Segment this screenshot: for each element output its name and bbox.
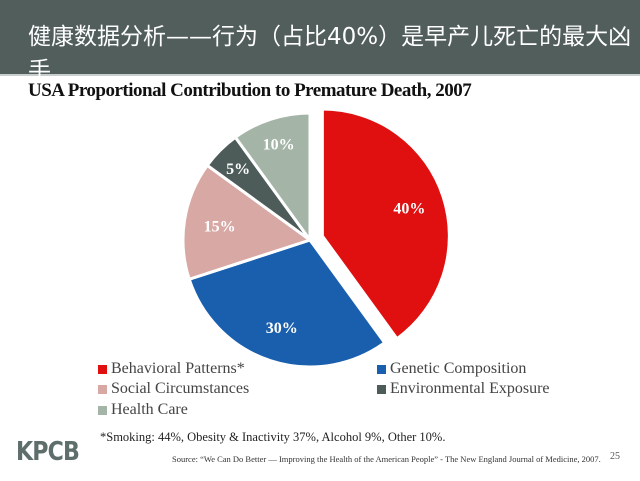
pie-data-label-4: 10% <box>263 136 295 153</box>
pie-data-label-2: 15% <box>204 219 236 236</box>
header-bar: 健康数据分析——行为（占比40%）是早产儿死亡的最大凶手 <box>0 0 640 84</box>
slide-title: 健康数据分析——行为（占比40%）是早产儿死亡的最大凶手 <box>28 24 632 84</box>
pie-slice-4 <box>233 111 312 245</box>
legend-swatch <box>377 384 386 394</box>
chart-title: USA Proportional Contribution to Prematu… <box>28 80 472 101</box>
pie-data-label-1: 30% <box>266 320 298 337</box>
legend-label: Environmental Exposure <box>390 380 550 397</box>
pie-data-label-3: 5% <box>226 161 250 178</box>
legend-label: Genetic Composition <box>390 360 527 377</box>
legend-item-environmental: Environmental Exposure <box>377 380 550 398</box>
pie-slice-0 <box>320 107 451 341</box>
legend-swatch <box>98 405 107 415</box>
legend-swatch <box>98 364 107 374</box>
legend-label: Social Circumstances <box>111 380 250 397</box>
pie-slice-2 <box>181 163 314 282</box>
legend-swatch <box>98 384 107 394</box>
legend-item-behavioral: Behavioral Patterns* <box>98 360 245 378</box>
legend-label: Health Care <box>111 401 188 418</box>
pie-slice-1 <box>187 238 387 369</box>
pie-data-label-0: 40% <box>393 201 425 218</box>
footnote: *Smoking: 44%, Obesity & Inactivity 37%,… <box>100 430 446 444</box>
legend-item-genetic: Genetic Composition <box>377 360 526 378</box>
legend-swatch <box>377 364 386 374</box>
source-citation: Source: “We Can Do Better — Improving th… <box>172 454 601 464</box>
legend-label: Behavioral Patterns* <box>111 360 245 377</box>
kpcb-logo: KPCB <box>16 437 80 467</box>
page-number: 25 <box>610 451 620 462</box>
legend-item-social: Social Circumstances <box>98 380 249 398</box>
legend-item-healthcare: Health Care <box>98 401 188 419</box>
